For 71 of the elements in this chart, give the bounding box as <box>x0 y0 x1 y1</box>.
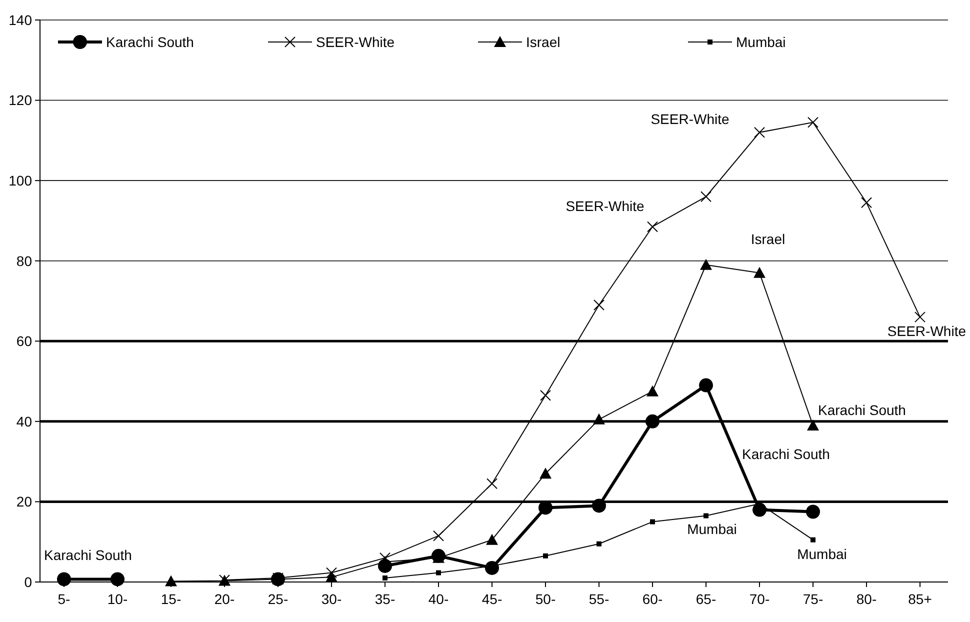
x-tick-label: 60- <box>642 591 663 607</box>
point <box>57 572 71 586</box>
point <box>647 221 658 232</box>
y-tick-label: 100 <box>8 172 32 188</box>
annotation: Israel <box>750 231 786 247</box>
point <box>165 575 177 586</box>
point <box>646 414 660 428</box>
annotation: Karachi South <box>44 547 132 563</box>
annotation: SEER-White <box>887 323 966 339</box>
x-tick-label: 65- <box>696 591 716 607</box>
y-tick-label: 40 <box>16 413 32 430</box>
point <box>699 378 713 392</box>
x-tick-label: 15- <box>160 591 182 607</box>
x-tick-label: 40- <box>428 591 449 607</box>
y-tick-label: 20 <box>16 494 32 510</box>
annotation: SEER-White <box>566 198 644 214</box>
point <box>326 571 338 582</box>
x-tick-label: 35- <box>374 591 396 607</box>
x-tick-label: 55- <box>588 591 610 607</box>
point <box>594 300 604 311</box>
y-tick-label: 0 <box>24 574 32 590</box>
annotation: Mumbai <box>797 546 847 562</box>
point <box>486 534 498 545</box>
y-tick-label: 60 <box>16 333 32 350</box>
point <box>486 478 498 490</box>
annotation: Mumbai <box>687 521 737 537</box>
point <box>700 258 712 270</box>
x-tick-label: 80- <box>856 591 877 607</box>
legend-label: Karachi South <box>106 34 194 50</box>
x-tick-label: 25- <box>268 591 288 607</box>
point <box>861 197 872 208</box>
point <box>326 567 337 578</box>
point <box>110 572 124 586</box>
x-tick-label: 5- <box>58 591 71 607</box>
point <box>433 530 444 542</box>
point <box>700 191 712 202</box>
x-tick-label: 50- <box>535 591 556 607</box>
point <box>593 413 605 424</box>
point <box>914 312 926 323</box>
point <box>540 468 552 479</box>
y-tick-label: 140 <box>8 12 32 28</box>
point <box>808 116 818 128</box>
point <box>754 266 766 278</box>
point <box>436 570 441 576</box>
point <box>592 498 606 513</box>
annotation: Karachi South <box>818 402 906 418</box>
point <box>704 513 708 518</box>
point <box>543 553 548 558</box>
y-tick-label: 120 <box>8 92 32 108</box>
point <box>650 519 655 524</box>
x-tick-label: 85+ <box>908 591 932 607</box>
legend-label: Mumbai <box>736 34 786 50</box>
x-tick-label: 70- <box>749 591 770 607</box>
annotation: Karachi South <box>742 446 830 462</box>
legend-label: Israel <box>526 34 560 50</box>
point <box>806 504 820 519</box>
x-tick-label: 45- <box>482 591 502 607</box>
point <box>646 385 658 396</box>
annotation: SEER-White <box>650 111 730 127</box>
x-tick-label: 10- <box>107 591 128 607</box>
point <box>596 541 602 546</box>
point <box>540 390 551 401</box>
x-tick-label: 30- <box>321 591 342 607</box>
y-tick-label: 80 <box>16 252 32 269</box>
legend-label: SEER-White <box>316 34 395 50</box>
point <box>810 537 816 542</box>
point <box>382 575 388 580</box>
point <box>754 126 765 138</box>
x-tick-label: 75- <box>802 591 824 607</box>
x-tick-label: 20- <box>214 591 235 607</box>
point <box>807 419 819 430</box>
